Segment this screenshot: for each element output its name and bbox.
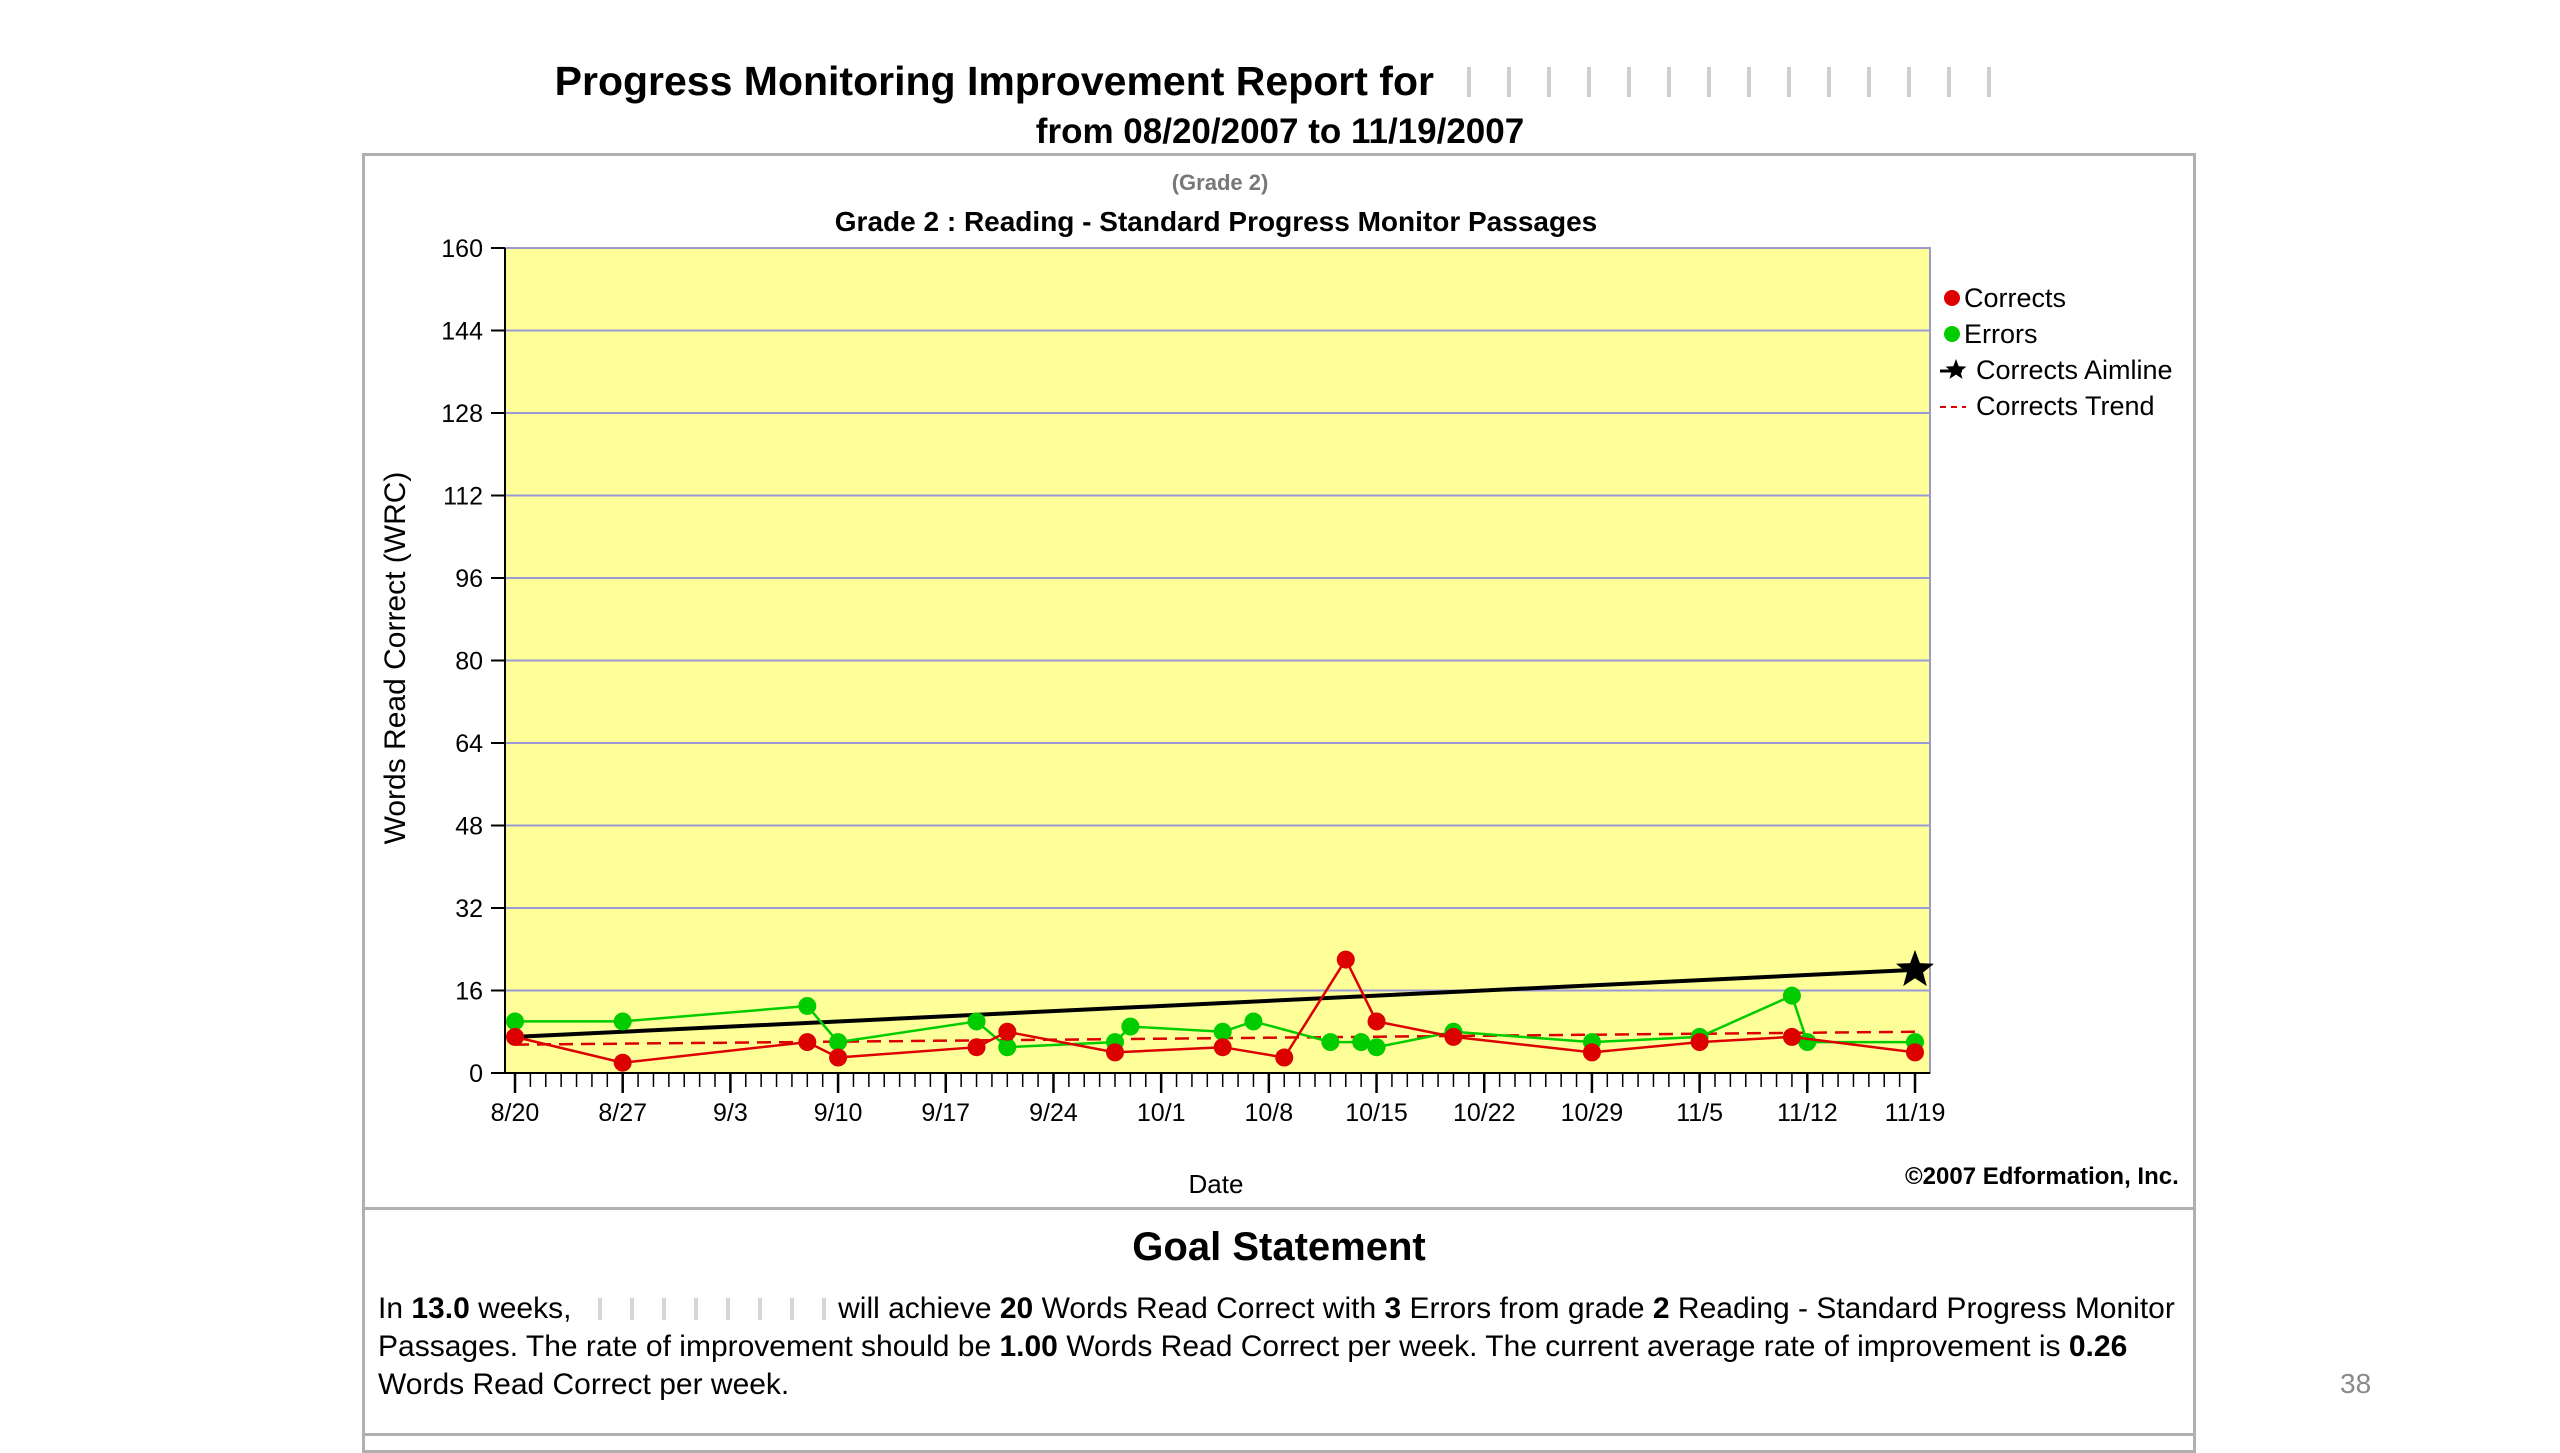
goal-heading: Goal Statement	[1132, 1225, 1426, 1269]
chart-student-label: (Grade 2)	[1172, 170, 1269, 195]
errors-point	[1782, 986, 1801, 1005]
corrects-point	[798, 1033, 817, 1052]
x-tick-label: 11/12	[1777, 1099, 1838, 1127]
x-tick-label: 9/17	[921, 1099, 970, 1127]
corrects-point	[967, 1038, 986, 1057]
y-tick-label: 144	[441, 318, 483, 346]
goal-statement: In 13.0 weeks, will achieve 20 Words Rea…	[378, 1292, 2175, 1401]
x-tick-label: 11/5	[1676, 1099, 1723, 1127]
x-axis-label: Date	[1189, 1169, 1244, 1199]
legend-star-marker	[1945, 359, 1967, 379]
x-tick-label: 9/3	[713, 1099, 748, 1127]
errors-point	[1321, 1033, 1340, 1052]
legend-marker	[1944, 326, 1960, 342]
errors-point	[1798, 1033, 1817, 1052]
y-axis-label: Words Read Correct (WRC)	[379, 472, 412, 845]
corrects-point	[1906, 1043, 1924, 1062]
corrects-point	[613, 1053, 632, 1072]
slide-number: 38	[2340, 1368, 2372, 1399]
y-tick-label: 48	[455, 813, 483, 841]
x-tick-label: 10/15	[1345, 1099, 1408, 1127]
errors-point	[1244, 1012, 1263, 1031]
report-date-range: from 08/20/2007 to 11/19/2007	[1035, 112, 1525, 151]
corrects-trend-line	[514, 1030, 1916, 1046]
corrects-point	[998, 1022, 1017, 1041]
aimline-goal-star	[1896, 949, 1934, 987]
report-bottom-border	[362, 1433, 2196, 1436]
x-tick-label: 10/8	[1245, 1099, 1294, 1127]
corrects-point	[1782, 1027, 1801, 1046]
y-tick-label: 64	[455, 730, 483, 758]
chart-title: Grade 2 : Reading - Standard Progress Mo…	[835, 206, 1597, 237]
errors-point	[998, 1038, 1017, 1057]
report-title: Progress Monitoring Improvement Report f…	[0, 58, 2560, 105]
errors-point	[613, 1012, 632, 1031]
goal-weeks: 13.0	[411, 1292, 470, 1325]
y-tick-label: 112	[443, 483, 483, 511]
corrects-aimline	[514, 967, 1916, 1039]
goal-target-wrc: 20	[999, 1292, 1034, 1325]
errors-point	[798, 996, 817, 1015]
goal-divider	[362, 1207, 2196, 1210]
x-tick-label: 9/24	[1029, 1099, 1078, 1127]
redacted-student-name-goal	[579, 1298, 830, 1320]
x-tick-label: 10/22	[1453, 1099, 1516, 1127]
corrects-line	[514, 957, 1916, 1064]
errors-point	[506, 1012, 524, 1031]
x-tick-label: 8/27	[598, 1099, 647, 1127]
errors-point	[829, 1033, 848, 1052]
corrects-point	[1582, 1043, 1601, 1062]
errors-point	[1121, 1017, 1140, 1036]
x-tick-label: 8/20	[491, 1099, 540, 1127]
corrects-point	[1444, 1027, 1463, 1046]
errors-point	[1352, 1033, 1371, 1052]
goal-rate-target: 1.00	[999, 1330, 1058, 1363]
errors-point	[1367, 1038, 1386, 1057]
legend-label: Errors	[1964, 319, 2038, 349]
corrects-point	[1690, 1033, 1709, 1052]
y-tick-label: 0	[469, 1060, 483, 1088]
errors-point	[1213, 1022, 1232, 1041]
errors-point	[967, 1012, 986, 1031]
goal-grade: 2	[1652, 1292, 1670, 1325]
y-tick-label: 160	[441, 235, 483, 263]
corrects-point	[1367, 1012, 1386, 1031]
plot-area: 0 16 32 48 64 80 96 112 128 144 160 8/20 8/27 9/3 9/10…	[441, 235, 2172, 1127]
redacted-student-name	[1445, 67, 2006, 97]
y-tick-label: 96	[455, 565, 483, 593]
x-tick-label: 11/19	[1885, 1099, 1946, 1127]
y-tick-label: 128	[441, 400, 483, 428]
corrects-point	[506, 1027, 524, 1046]
corrects-point	[1213, 1038, 1232, 1057]
legend-label: Corrects Aimline	[1976, 355, 2173, 385]
chart-copyright: ©2007 Edformation, Inc.	[1905, 1163, 2179, 1190]
legend-label: Corrects Trend	[1976, 391, 2155, 421]
y-tick-label: 16	[455, 978, 483, 1006]
x-tick-label: 10/1	[1137, 1099, 1186, 1127]
y-tick-label: 32	[455, 895, 483, 923]
legend-marker	[1944, 290, 1960, 306]
goal-errors: 3	[1384, 1292, 1402, 1325]
corrects-point	[1275, 1048, 1294, 1067]
x-tick-label: 10/29	[1561, 1099, 1624, 1127]
corrects-point	[1106, 1043, 1124, 1062]
goal-rate-current: 0.26	[2068, 1330, 2128, 1363]
corrects-point	[829, 1048, 848, 1067]
legend-label: Corrects	[1964, 283, 2066, 313]
y-tick-label: 80	[455, 648, 483, 676]
corrects-point	[1336, 950, 1355, 969]
x-tick-label: 9/10	[814, 1099, 863, 1127]
